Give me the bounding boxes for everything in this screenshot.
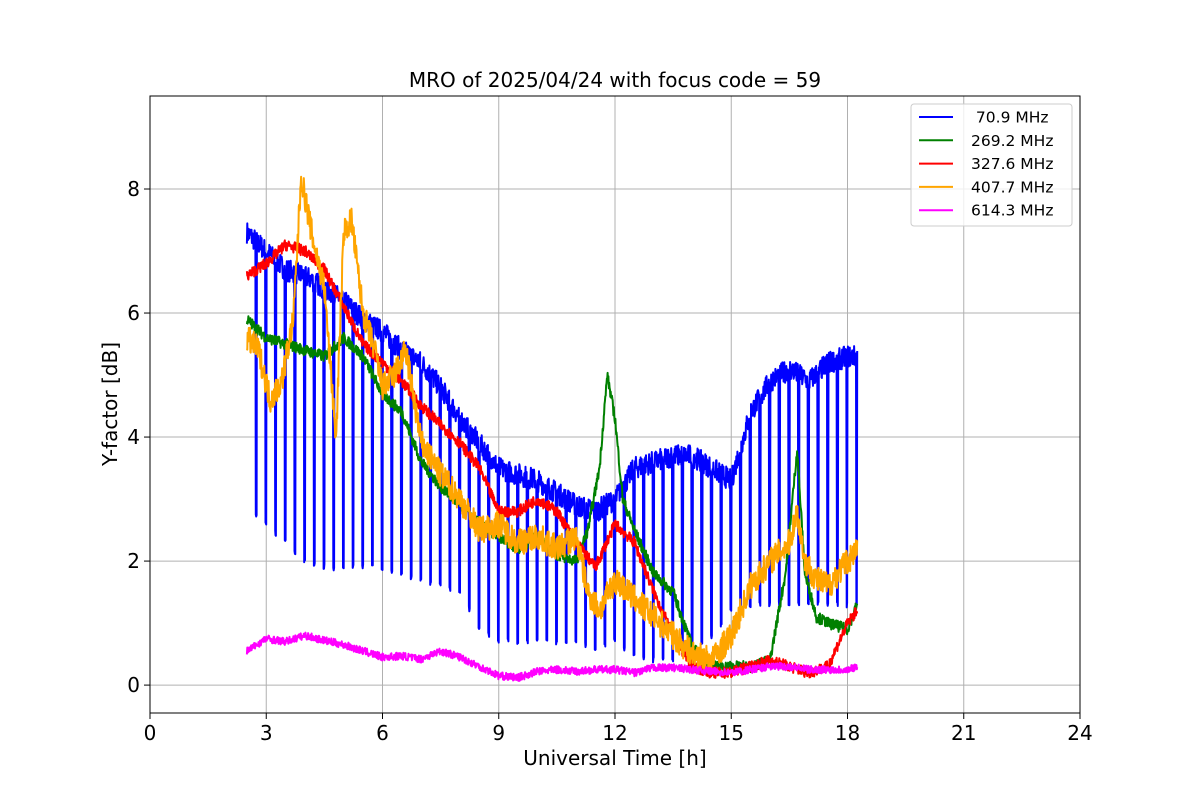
y-tick-label: 8 xyxy=(127,177,140,201)
y-tick-label: 6 xyxy=(127,301,140,325)
legend-label-4: 614.3 MHz xyxy=(971,202,1053,220)
x-tick-label: 24 xyxy=(1067,721,1092,745)
legend-box xyxy=(910,103,1073,227)
x-tick-label: 0 xyxy=(144,721,157,745)
series-line-3 xyxy=(245,175,859,673)
legend-label-0: 70.9 MHz xyxy=(971,109,1049,127)
legend-label-1: 269.2 MHz xyxy=(971,132,1053,150)
series-line-0 xyxy=(245,222,859,664)
legend: 70.9 MHz 269.2 MHz 327.6 MHz 407.7 MHz 614.3… xyxy=(910,103,1073,227)
series-line-2 xyxy=(245,239,859,679)
series-lines xyxy=(245,175,859,682)
x-tick-label: 3 xyxy=(260,721,273,745)
series-line-4 xyxy=(245,631,859,682)
x-tick-label: 12 xyxy=(602,721,627,745)
y-tick-label: 4 xyxy=(127,425,140,449)
y-tick-label: 2 xyxy=(127,549,140,573)
legend-label-3: 407.7 MHz xyxy=(971,178,1053,196)
chart-title: MRO of 2025/04/24 with focus code = 59 xyxy=(409,68,821,92)
y-axis-label: Y-factor [dB] xyxy=(98,342,122,467)
x-tick-label: 9 xyxy=(492,721,505,745)
x-tick-label: 15 xyxy=(719,721,744,745)
y-tick-label: 0 xyxy=(127,673,140,697)
x-tick-label: 21 xyxy=(951,721,976,745)
x-axis-label: Universal Time [h] xyxy=(523,746,706,770)
legend-label-2: 327.6 MHz xyxy=(971,155,1053,173)
x-tick-label: 6 xyxy=(376,721,389,745)
x-tick-label: 18 xyxy=(835,721,860,745)
